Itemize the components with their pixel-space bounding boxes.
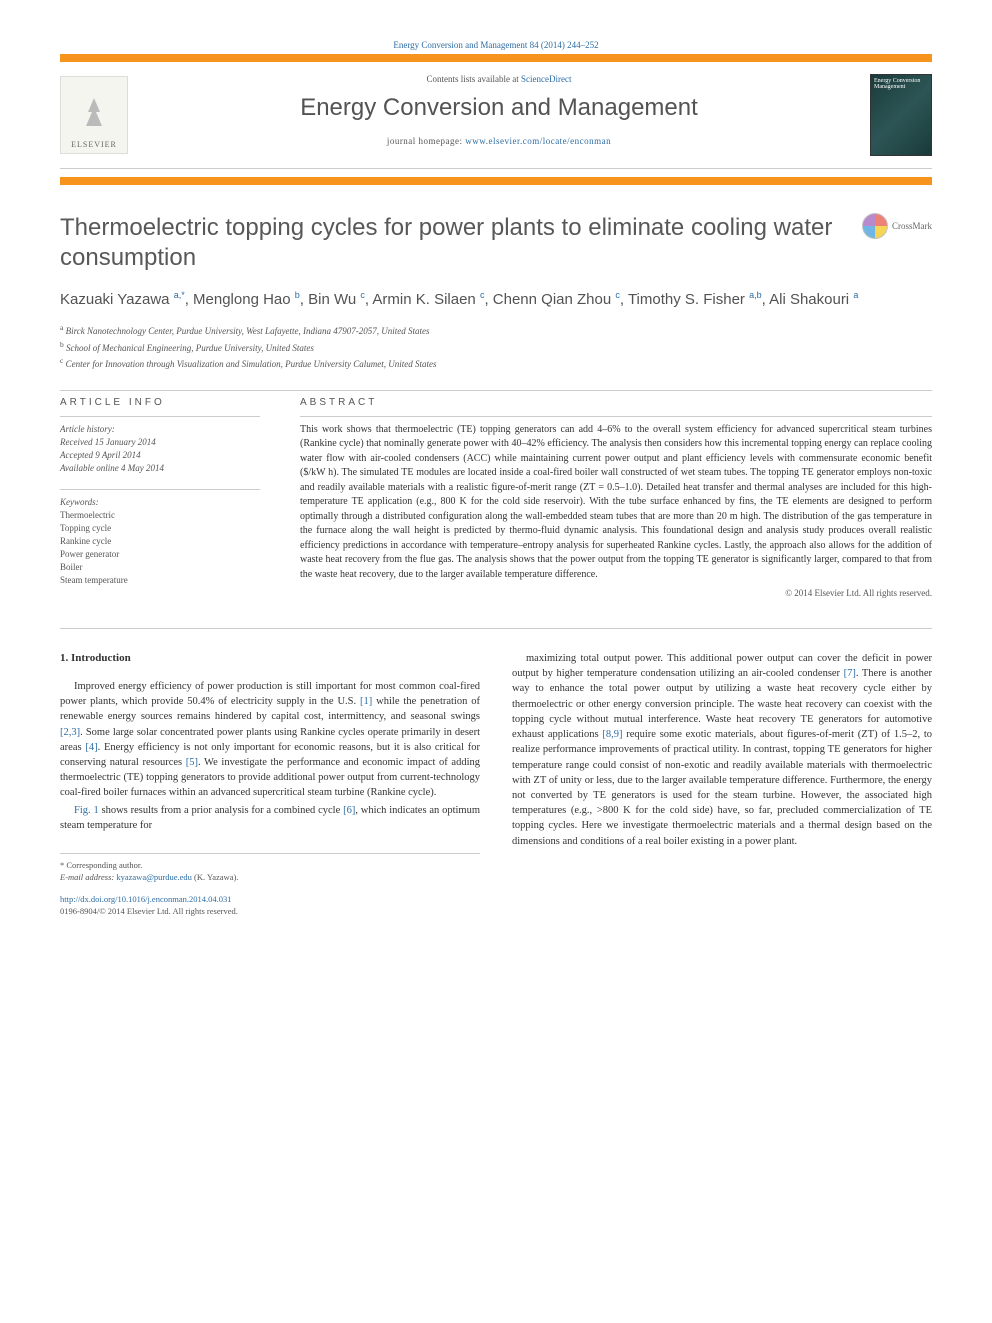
journal-name: Energy Conversion and Management (148, 94, 850, 122)
history-label: Article history: (60, 423, 260, 436)
article-history: Article history: Received 15 January 201… (60, 423, 260, 475)
citation-ref[interactable]: Fig. 1 (74, 805, 99, 816)
orange-divider (60, 177, 932, 185)
keyword: Thermoelectric (60, 509, 260, 522)
abstract-text: This work shows that thermoelectric (TE)… (300, 423, 932, 583)
issn-line: 0196-8904/© 2014 Elsevier Ltd. All right… (60, 906, 238, 916)
corresponding-author: * Corresponding author. E-mail address: … (60, 860, 480, 884)
elsevier-logo: ELSEVIER (60, 76, 128, 154)
crossmark-icon (862, 213, 888, 239)
crossmark-badge[interactable]: CrossMark (862, 213, 932, 239)
history-line: Available online 4 May 2014 (60, 462, 260, 475)
divider (300, 416, 932, 417)
affiliations: a Birck Nanotechnology Center, Purdue Un… (60, 322, 932, 372)
email-link[interactable]: kyazawa@purdue.edu (116, 872, 192, 882)
keyword: Steam temperature (60, 574, 260, 587)
keyword: Power generator (60, 548, 260, 561)
homepage-prefix: journal homepage: (387, 136, 465, 146)
divider (60, 628, 932, 629)
crossmark-label: CrossMark (892, 221, 932, 231)
history-line: Accepted 9 April 2014 (60, 449, 260, 462)
citation-ref[interactable]: [2,3] (60, 727, 80, 738)
citation-line: Energy Conversion and Management 84 (201… (60, 40, 932, 50)
body-paragraph: Fig. 1 shows results from a prior analys… (60, 803, 480, 833)
affiliation-line: c Center for Innovation through Visualiz… (60, 355, 932, 372)
doi-block: http://dx.doi.org/10.1016/j.enconman.201… (60, 894, 480, 918)
body-paragraph: maximizing total output power. This addi… (512, 651, 932, 849)
keyword: Topping cycle (60, 522, 260, 535)
journal-cover-thumb: Energy Conversion Management (870, 74, 932, 156)
keywords-label: Keywords: (60, 496, 260, 509)
homepage-link[interactable]: www.elsevier.com/locate/enconman (465, 136, 611, 146)
article-info-label: ARTICLE INFO (60, 397, 260, 408)
affiliation-line: a Birck Nanotechnology Center, Purdue Un… (60, 322, 932, 339)
contents-prefix: Contents lists available at (427, 74, 521, 84)
divider (60, 416, 260, 417)
citation-ref[interactable]: [7] (844, 668, 856, 679)
journal-header: ELSEVIER Contents lists available at Sci… (60, 54, 932, 169)
homepage-line: journal homepage: www.elsevier.com/locat… (148, 136, 850, 146)
citation-ref[interactable]: [6] (343, 805, 355, 816)
affiliation-line: b School of Mechanical Engineering, Purd… (60, 339, 932, 356)
contents-line: Contents lists available at ScienceDirec… (148, 74, 850, 84)
sciencedirect-link[interactable]: ScienceDirect (521, 74, 571, 84)
section-heading: 1. Introduction (60, 651, 480, 667)
email-who: (K. Yazawa). (194, 872, 238, 882)
doi-link[interactable]: http://dx.doi.org/10.1016/j.enconman.201… (60, 894, 232, 904)
elsevier-tree-icon (74, 92, 114, 140)
divider (60, 489, 260, 490)
abstract-label: ABSTRACT (300, 397, 932, 408)
citation-ref[interactable]: [1] (360, 696, 372, 707)
copyright-line: © 2014 Elsevier Ltd. All rights reserved… (300, 588, 932, 598)
history-line: Received 15 January 2014 (60, 436, 260, 449)
authors-line: Kazuaki Yazawa a,*, Menglong Hao b, Bin … (60, 289, 932, 310)
citation-ref[interactable]: [8,9] (602, 729, 622, 740)
article-title: Thermoelectric topping cycles for power … (60, 213, 862, 273)
keyword: Rankine cycle (60, 535, 260, 548)
divider (60, 390, 932, 391)
keywords-block: Keywords: ThermoelectricTopping cycleRan… (60, 496, 260, 587)
publisher-name: ELSEVIER (71, 140, 117, 149)
body-paragraph: Improved energy efficiency of power prod… (60, 679, 480, 801)
keyword: Boiler (60, 561, 260, 574)
corr-label: * Corresponding author. (60, 860, 480, 872)
citation-ref[interactable]: [5] (186, 757, 198, 768)
citation-ref[interactable]: [4] (85, 742, 97, 753)
body-column-right: maximizing total output power. This addi… (512, 651, 932, 918)
cover-text: Energy Conversion Management (874, 78, 920, 90)
email-label: E-mail address: (60, 872, 114, 882)
body-column-left: 1. Introduction Improved energy efficien… (60, 651, 480, 918)
